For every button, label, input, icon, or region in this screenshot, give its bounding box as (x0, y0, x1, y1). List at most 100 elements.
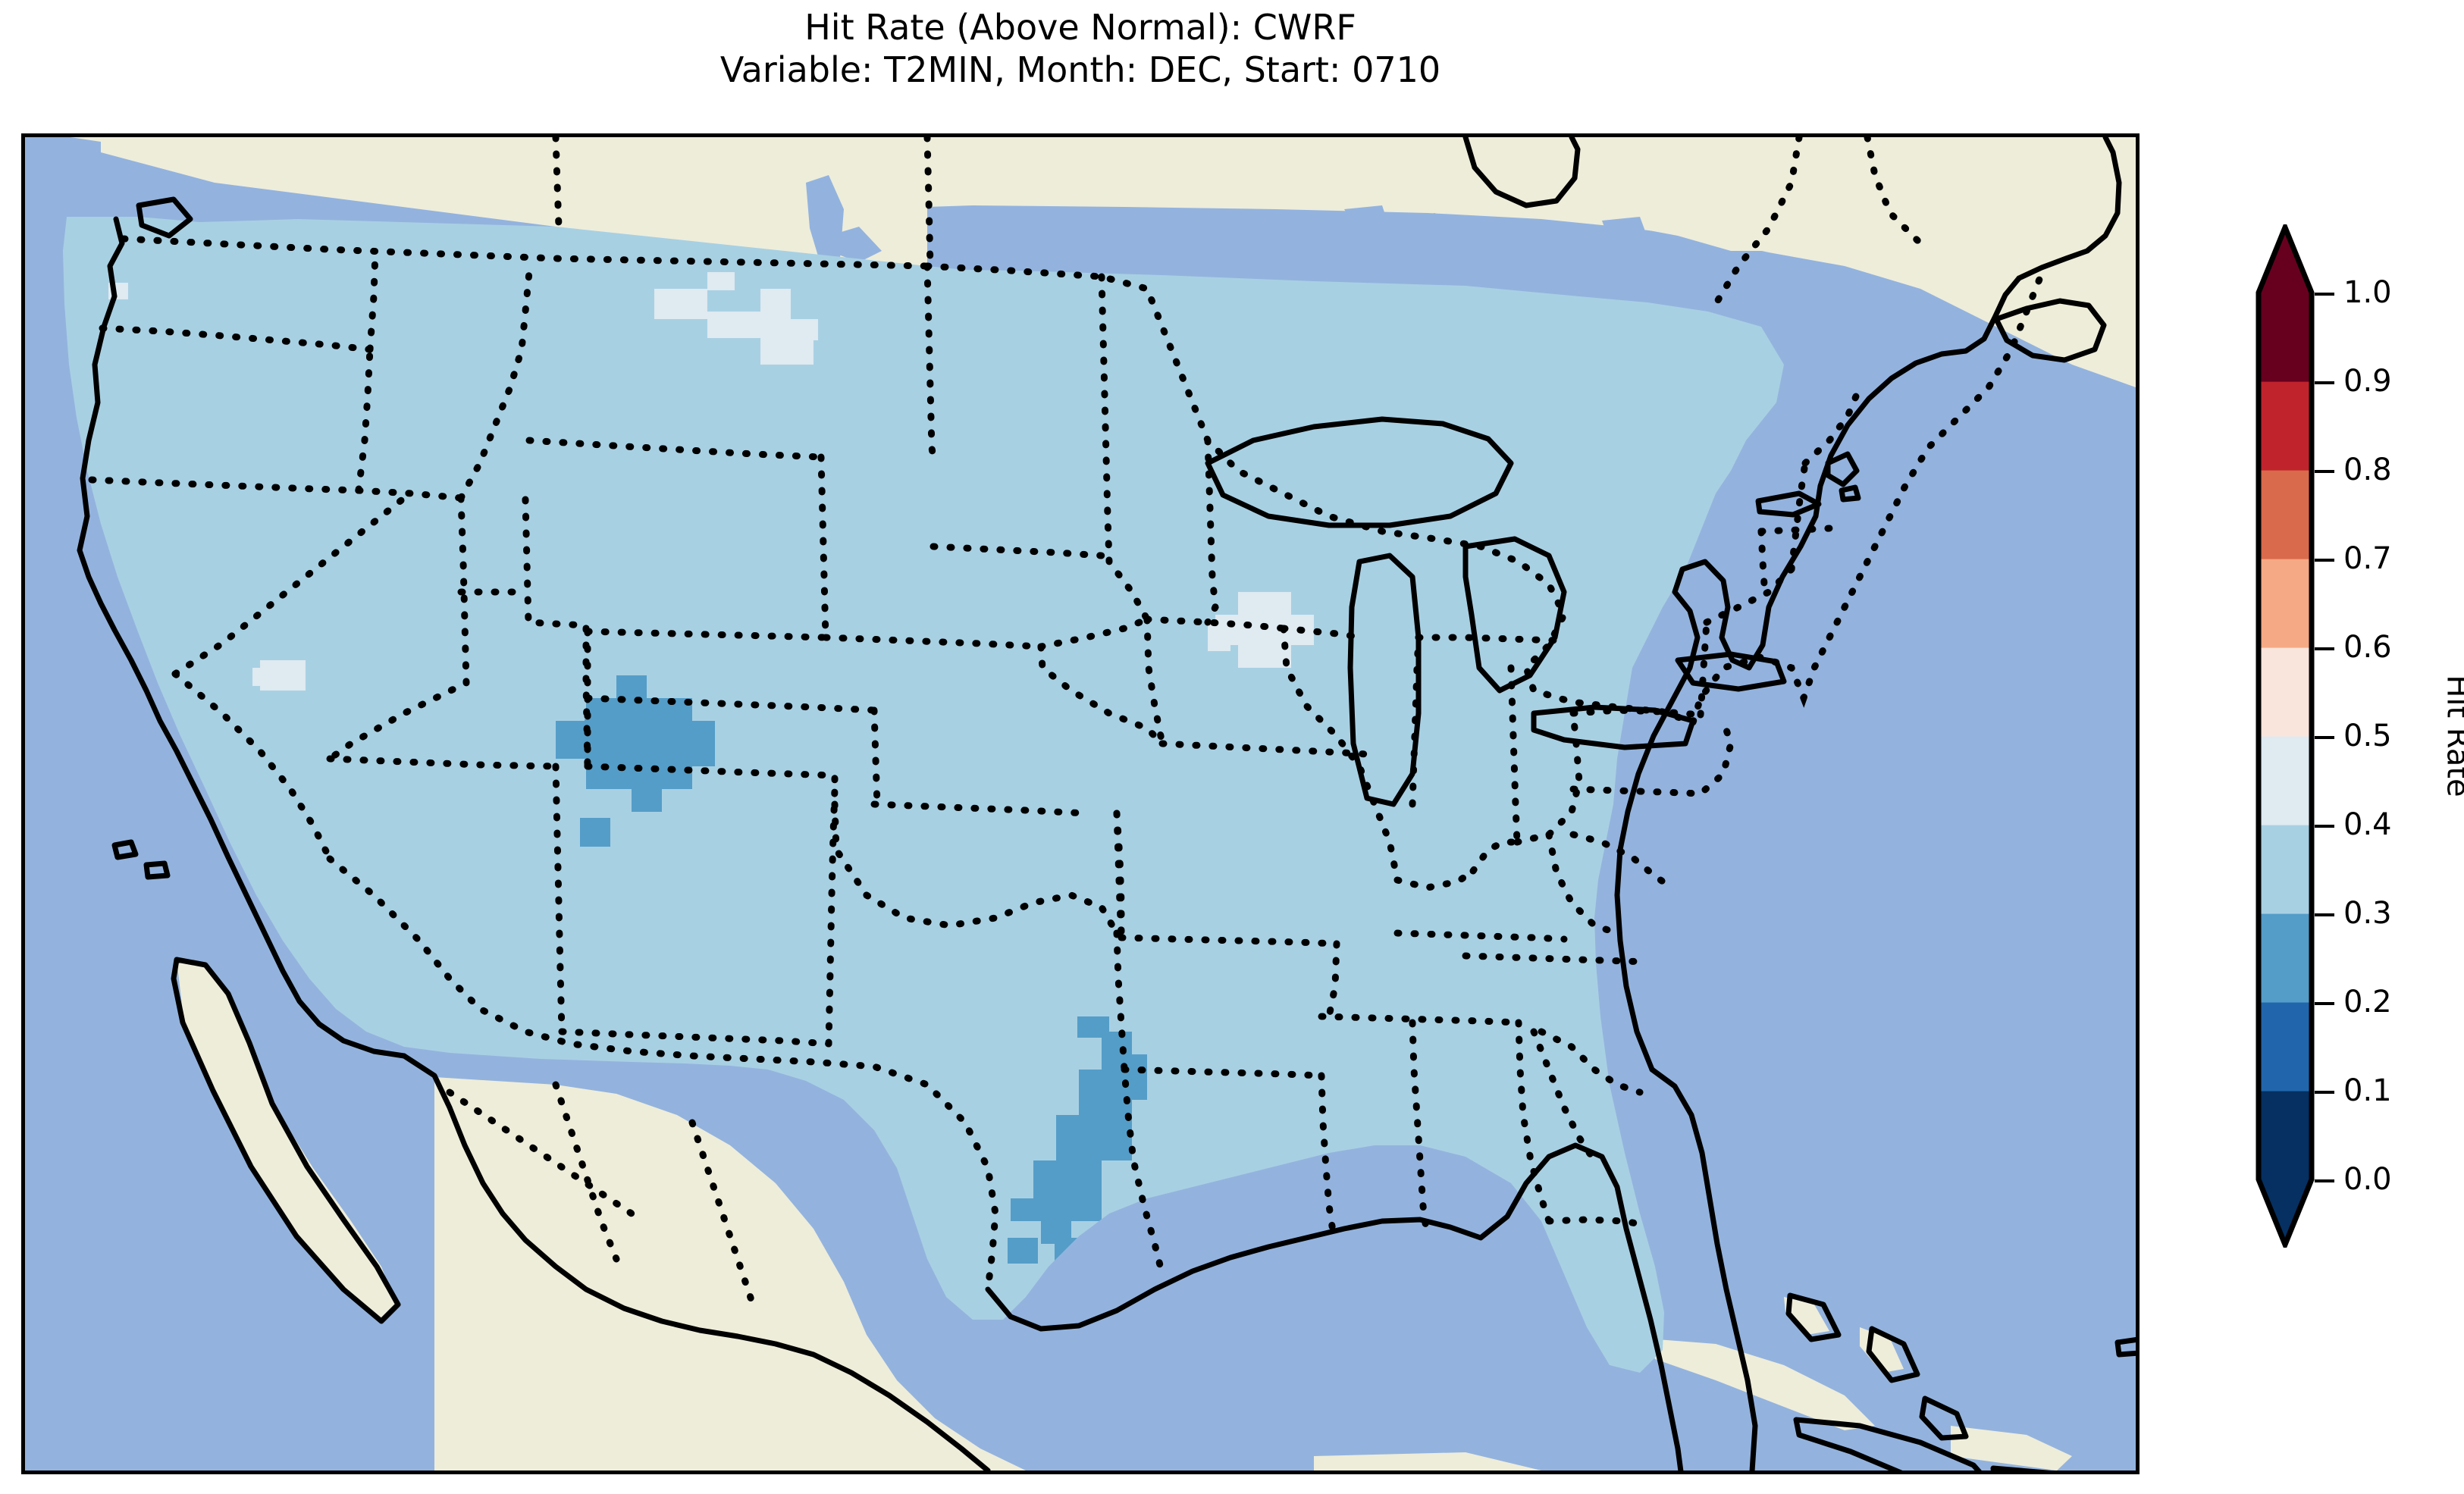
border-md-va (1569, 831, 1676, 891)
land-newfoundland (1996, 221, 2118, 281)
border-mt-wy (525, 437, 825, 461)
border-oh-wv-pa (1513, 709, 1583, 846)
border-wi-il (1280, 625, 1363, 641)
colorbar-tick-mark (2315, 1179, 2334, 1182)
border-mexico-1 (446, 1088, 635, 1217)
state-borders (88, 137, 2045, 1308)
border-wy-sd-ne (584, 453, 829, 641)
coast-baja (171, 957, 401, 1324)
lake-small-5 (1602, 217, 1647, 242)
coast-bahamas-2 (1866, 1326, 1920, 1383)
coast-east (1614, 275, 2022, 1073)
cells-bin-0.2-0.3 (556, 675, 1147, 1264)
colorbar-axis-label: Hit Rate (2397, 224, 2464, 1248)
border-mo-ok-ar (1113, 810, 1125, 941)
coast-canada-east (2016, 137, 2122, 281)
lake-small-4 (1458, 222, 1492, 245)
colorbar-tick-mark (2315, 647, 2334, 650)
colorbar-tick-mark (2315, 1091, 2334, 1094)
figure-title: Hit Rate (Above Normal): CWRF Variable: … (0, 6, 2161, 91)
border-ia-ne-mo (1143, 615, 1166, 747)
border-ks-mo-ne (870, 706, 881, 808)
border-la-ms (1318, 1072, 1337, 1240)
border-ar-tn-ms (1325, 940, 1340, 1020)
border-or-ca (88, 476, 362, 494)
colorbar-outline (2256, 224, 2315, 1248)
colorbar-gradient (2256, 224, 2315, 1248)
border-ne-sd-ia (1037, 643, 1166, 747)
border-in-oh (1507, 664, 1521, 846)
land-baja (177, 960, 397, 1320)
colorbar-tick-label: 0.3 (2343, 896, 2392, 931)
colorbar-extend-max (2259, 227, 2312, 293)
border-wa-or (99, 324, 374, 353)
border-tx-la (1113, 929, 1166, 1278)
colorbar-segment (2259, 470, 2312, 559)
coast-island-cape-cod (1825, 451, 1860, 487)
land-bahamas-1 (1784, 1297, 1829, 1335)
colorbar-tick-mark (2315, 293, 2334, 296)
colorbar-segment (2259, 913, 2312, 1003)
figure-title-line-1: Hit Rate (Above Normal): CWRF (804, 7, 1356, 48)
coastlines (77, 137, 2136, 1471)
border-nm-tx (558, 1028, 832, 1048)
colorbar-tick-mark (2315, 1002, 2334, 1005)
colorbar-segments (2259, 227, 2312, 1245)
border-ms-al (1409, 1019, 1430, 1232)
colorbar-tick-label: 0.2 (2343, 985, 2392, 1019)
colorbar-tick-label: 0.1 (2343, 1073, 2392, 1108)
lake-small-1 (829, 227, 882, 262)
border-nh-me (1801, 384, 1864, 467)
coast-island-dot-2 (2114, 1337, 2136, 1358)
border-il-in (1409, 634, 1422, 808)
border-ny-vt-nh (1703, 565, 1795, 626)
coast-hudson (1462, 137, 1581, 208)
border-canada-prov-3 (1712, 137, 1803, 308)
land-canada (101, 137, 2136, 387)
colorbar-tick-mark (2315, 559, 2334, 562)
colorbar: 1.0 0.9 0.8 0.7 0.6 0.5 0.4 0.3 0.2 0.1 0.0 Hit Ra… (2256, 224, 2464, 1286)
border-ca-az (171, 670, 334, 863)
border-mi-oh-in (1415, 634, 1560, 644)
border-us-mx (326, 855, 999, 1293)
border-mt-nd-sd (923, 262, 937, 461)
colorbar-segment (2259, 1002, 2312, 1092)
border-vt-nh (1788, 459, 1809, 573)
border-al-ga (1515, 1019, 1553, 1225)
border-or-id (355, 346, 374, 494)
colorbar-tick-label: 0.5 (2343, 719, 2392, 753)
border-id-mt-nv (355, 487, 465, 502)
colorbar-segment (2259, 647, 2312, 737)
colorbar-extend-min (2259, 1179, 2312, 1245)
border-mexico-3 (688, 1119, 757, 1308)
map-axes (21, 133, 2140, 1474)
colorbar-segment (2259, 825, 2312, 914)
lake-champlain (1792, 316, 1813, 369)
colorbar-tick-label: 0.7 (2343, 541, 2392, 576)
land-mexico (434, 1077, 1026, 1471)
lake-small-3 (1409, 213, 1443, 236)
coast-island-channel-2 (143, 860, 171, 880)
border-nm-tx-v (825, 785, 839, 1048)
border-il-ky (1393, 867, 1477, 891)
border-canada-prov-1 (552, 137, 563, 230)
border-az-nm (552, 763, 566, 1035)
coast-cuba (1793, 1417, 1982, 1471)
land-hispaniola (1951, 1426, 2072, 1471)
colorbar-segment (2259, 559, 2312, 648)
border-ut-az-nm (326, 755, 560, 770)
border-sd-ne (1037, 615, 1151, 650)
colorbar-tick-label: 0.8 (2343, 453, 2392, 487)
colorbar-tick-mark (2315, 381, 2334, 384)
map-canvas (25, 137, 2136, 1471)
border-pa-ny (1569, 706, 1704, 719)
coast-island-dot-1 (1839, 484, 1861, 503)
colorbar-tick-label: 0.4 (2343, 807, 2392, 842)
border-nd-sd (929, 543, 1105, 559)
colorbar-segment (2259, 736, 2312, 825)
border-ia-mo (1158, 740, 1371, 758)
colorbar-segment (2259, 293, 2312, 382)
border-id-mt (457, 268, 533, 502)
border-nc-sc (1538, 1028, 1644, 1096)
border-nm-co (584, 763, 839, 793)
